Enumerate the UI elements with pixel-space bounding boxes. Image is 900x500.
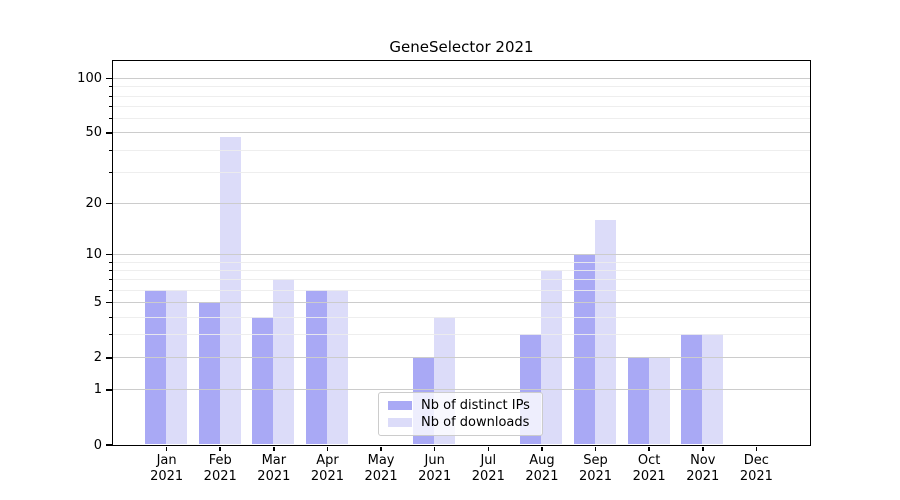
gridline-major-2 bbox=[112, 357, 810, 359]
gridline-minor-30 bbox=[112, 171, 810, 173]
x-tick-label-sep: Sep 2021 bbox=[578, 453, 613, 484]
gridline-minor-4 bbox=[112, 316, 810, 318]
x-tick-label-jan: Jan 2021 bbox=[150, 453, 184, 484]
bar-mar-ips bbox=[252, 316, 274, 445]
y-minor-tick-3 bbox=[109, 334, 112, 336]
gridline-minor-90 bbox=[112, 86, 810, 88]
legend-swatch-distinct-ips bbox=[388, 401, 412, 410]
gridline-major-5 bbox=[112, 302, 810, 304]
y-tick-label-1: 1 bbox=[93, 382, 102, 398]
x-tick-mark-jul bbox=[487, 446, 490, 451]
x-tick-mark-mar bbox=[273, 446, 275, 451]
y-minor-tick-7 bbox=[109, 279, 112, 281]
y-minor-tick-30 bbox=[109, 171, 112, 173]
bar-oct-ips bbox=[627, 357, 649, 445]
gridline-major-20 bbox=[112, 202, 810, 204]
x-tick-mark-sep bbox=[594, 446, 597, 451]
x-tick-mark-nov bbox=[702, 446, 704, 451]
y-tick-mark-20 bbox=[106, 202, 112, 204]
gridline-major-50 bbox=[112, 132, 810, 134]
y-tick-label-5: 5 bbox=[93, 295, 102, 311]
bar-apr-downloads bbox=[326, 289, 348, 445]
gridline-minor-40 bbox=[112, 149, 810, 151]
x-tick-label-mar: Mar 2021 bbox=[257, 453, 291, 484]
y-minor-tick-4 bbox=[109, 316, 112, 318]
y-tick-mark-5 bbox=[106, 301, 112, 304]
y-minor-tick-9 bbox=[109, 261, 112, 263]
y-tick-mark-0 bbox=[106, 444, 112, 446]
legend-label-distinct-ips: Nb of distinct IPs bbox=[421, 397, 530, 413]
legend: Nb of distinct IPs Nb of downloads bbox=[378, 392, 543, 436]
x-tick-label-oct: Oct 2021 bbox=[632, 453, 666, 484]
chart-title: GeneSelector 2021 bbox=[389, 38, 534, 56]
bar-sep-downloads bbox=[595, 219, 617, 445]
gridline-major-100 bbox=[112, 78, 810, 80]
y-tick-mark-10 bbox=[106, 253, 112, 256]
y-tick-label-100: 100 bbox=[77, 71, 102, 87]
y-minor-tick-90 bbox=[109, 86, 112, 88]
legend-item-downloads: Nb of downloads bbox=[388, 415, 533, 430]
bar-jan-downloads bbox=[166, 289, 188, 445]
bar-apr-ips bbox=[305, 289, 327, 445]
gridline-major-10 bbox=[112, 254, 810, 256]
bar-oct-downloads bbox=[648, 357, 670, 445]
y-tick-mark-1 bbox=[106, 389, 112, 391]
gridline-minor-70 bbox=[112, 106, 810, 108]
legend-label-downloads: Nb of downloads bbox=[421, 414, 530, 430]
gridline-minor-8 bbox=[112, 270, 810, 272]
y-minor-tick-80 bbox=[109, 95, 112, 97]
x-tick-mark-dec bbox=[755, 446, 758, 451]
x-tick-label-apr: Apr 2021 bbox=[310, 453, 344, 484]
bar-jan-ips bbox=[145, 289, 167, 445]
bar-sep-ips bbox=[574, 254, 596, 445]
legend-item-distinct-ips: Nb of distinct IPs bbox=[388, 398, 533, 413]
y-tick-mark-2 bbox=[106, 357, 112, 359]
y-minor-tick-70 bbox=[109, 106, 112, 108]
y-tick-label-50: 50 bbox=[85, 125, 102, 141]
gridlines-layer bbox=[112, 61, 810, 445]
legend-swatch-downloads bbox=[388, 418, 412, 427]
plot-area bbox=[111, 59, 811, 446]
x-tick-mark-feb bbox=[219, 446, 221, 451]
x-tick-mark-aug bbox=[541, 446, 543, 451]
gridline-major-1 bbox=[112, 389, 810, 391]
gridline-minor-7 bbox=[112, 279, 810, 281]
y-tick-label-10: 10 bbox=[85, 247, 102, 263]
x-tick-label-nov: Nov 2021 bbox=[686, 453, 720, 484]
y-tick-label-20: 20 bbox=[85, 195, 102, 211]
y-tick-label-2: 2 bbox=[93, 350, 102, 366]
y-minor-tick-6 bbox=[109, 289, 112, 291]
gridline-minor-80 bbox=[112, 95, 810, 97]
x-tick-label-jul: Jul 2021 bbox=[471, 453, 505, 484]
x-tick-mark-apr bbox=[326, 446, 329, 451]
gridline-minor-60 bbox=[112, 118, 810, 120]
x-tick-label-aug: Aug 2021 bbox=[525, 453, 559, 484]
x-tick-mark-oct bbox=[648, 446, 650, 451]
x-tick-label-may: May 2021 bbox=[364, 453, 398, 484]
x-tick-mark-may bbox=[380, 446, 382, 451]
y-tick-mark-100 bbox=[106, 77, 112, 80]
bar-feb-ips bbox=[198, 302, 220, 445]
x-tick-label-dec: Dec 2021 bbox=[739, 453, 773, 484]
x-tick-label-feb: Feb 2021 bbox=[203, 453, 237, 484]
bar-mar-downloads bbox=[273, 279, 295, 445]
y-minor-tick-60 bbox=[109, 118, 112, 120]
x-tick-mark-jan bbox=[165, 446, 168, 451]
y-tick-label-0: 0 bbox=[93, 437, 102, 453]
x-tick-label-jun: Jun 2021 bbox=[418, 453, 452, 484]
bar-aug-downloads bbox=[541, 270, 563, 445]
x-tick-mark-jun bbox=[433, 446, 436, 451]
gridline-minor-6 bbox=[112, 289, 810, 291]
y-tick-mark-50 bbox=[106, 132, 112, 134]
gridline-minor-9 bbox=[112, 261, 810, 263]
y-minor-tick-40 bbox=[109, 149, 112, 151]
y-minor-tick-8 bbox=[109, 270, 112, 272]
gridline-minor-3 bbox=[112, 334, 810, 336]
